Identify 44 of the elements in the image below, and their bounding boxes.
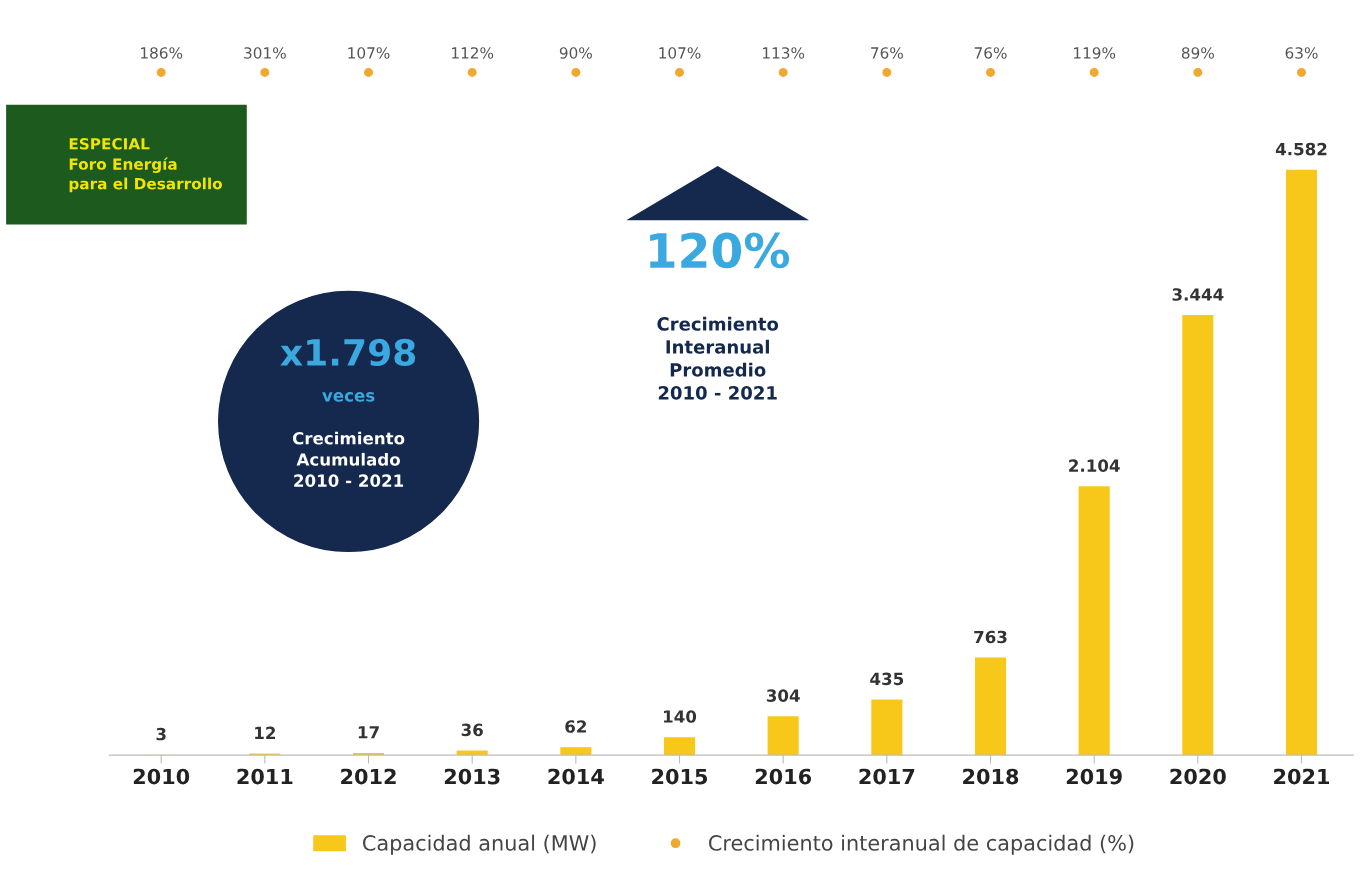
data-label: 113% <box>763 47 805 59</box>
x-tick-label: 2013 <box>444 768 500 785</box>
data-label: 89% <box>1181 47 1214 59</box>
data-label: 112% <box>452 47 494 59</box>
data-label: 186% <box>141 47 183 59</box>
x-tick-label: 2019 <box>1066 768 1122 785</box>
data-label: 763 <box>974 630 1007 644</box>
x-tick-label: 2015 <box>652 768 708 785</box>
data-label: 63% <box>1285 47 1318 59</box>
x-tick-label: 2020 <box>1170 768 1226 785</box>
data-label: 3.444 <box>1172 288 1224 301</box>
data-label: 76% <box>871 47 903 59</box>
data-label: 36 <box>461 723 483 737</box>
x-tick-label: 2011 <box>237 768 293 785</box>
data-label: 76% <box>974 47 1007 59</box>
data-label: 119% <box>1074 47 1116 59</box>
data-label: 17 <box>358 726 379 739</box>
x-tick-label: 2016 <box>755 768 812 785</box>
data-label: 435 <box>870 672 904 686</box>
x-tick-label: 2012 <box>341 768 396 785</box>
x-tick-label: 2010 <box>133 768 190 785</box>
data-label: 12 <box>255 726 276 739</box>
legend-label: Capacidad anual (MW) <box>363 834 596 855</box>
legend-label: Crecimiento interanual de capacidad (%) <box>709 834 1134 855</box>
x-tick-label: 2014 <box>548 768 604 785</box>
data-label: 2.104 <box>1069 459 1120 472</box>
annotation: ESPECIAL Foro Energía para el Desarrollo <box>69 138 222 193</box>
annotation: Crecimiento Interanual Promedio 2010 - 2021 <box>657 316 779 400</box>
x-tick-label: 2021 <box>1274 768 1330 785</box>
annotation: 120% <box>650 232 790 269</box>
annotation: x1.798 <box>280 338 416 367</box>
annotation: veces <box>322 392 375 402</box>
data-label: 4.582 <box>1275 142 1327 156</box>
data-label: 140 <box>664 710 697 723</box>
data-label: 301% <box>244 47 286 59</box>
data-label: 90% <box>559 47 592 59</box>
data-label: 304 <box>766 689 800 702</box>
x-tick-label: 2017 <box>859 768 915 785</box>
x-tick-label: 2018 <box>963 768 1019 785</box>
data-label: 62 <box>565 720 586 733</box>
data-label: 107% <box>659 47 701 59</box>
data-label: 107% <box>348 47 390 59</box>
annotation: Crecimiento Acumulado 2010 - 2021 <box>292 431 405 487</box>
data-label: 3 <box>156 727 166 741</box>
